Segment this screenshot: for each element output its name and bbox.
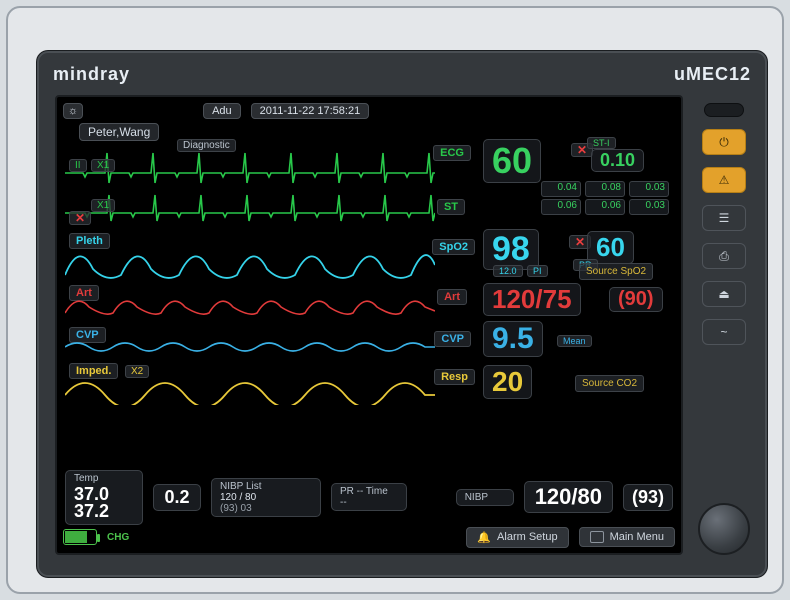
footer-bar: CHG 🔔 Alarm Setup Main Menu [63,525,675,549]
st-tag[interactable]: ST [437,199,465,215]
chg-label: CHG [107,532,129,543]
nibp-list-line: 120 / 80 [220,492,312,503]
photo-frame: mindray uMEC12 ⏻ ⚠ ☰ ⎙ ⏏ ~ ☼ Adu 2011-11… [6,6,784,594]
temp-delta: 0.2 [164,487,189,508]
resp-row[interactable]: Imped. X2 [65,365,435,405]
ecg2-row[interactable]: X1 ✕ [65,187,435,225]
top-bar: ☼ Adu 2011-11-22 17:58:21 [63,101,675,121]
resp-value[interactable]: 20 [483,365,532,399]
power-button[interactable]: ⏻ [702,129,746,155]
nibp-list-extra: (93) 03 [220,503,312,514]
nibp-label: NIBP [465,492,505,503]
temp-panel[interactable]: Temp 37.0 37.2 [65,470,143,525]
lead-off-icon: ✕ [69,211,91,225]
st-ii: 0.04 [541,181,581,197]
brand-text: mindray [53,64,130,85]
art-sys: 120 [492,284,535,314]
alarm-setup-button[interactable]: 🔔 Alarm Setup [466,527,568,548]
battery-icon [63,529,97,545]
st-avr: 0.03 [629,181,669,197]
model-text: uMEC12 [674,64,751,85]
source-co2: Source CO2 [575,375,644,392]
menu-icon [590,531,604,543]
st-main-lead: ST-I [587,137,616,149]
freeze-hw-button[interactable]: ~ [702,319,746,345]
lcd-screen: ☼ Adu 2011-11-22 17:58:21 Peter,Wang Dia… [55,95,683,555]
st-v: 0.03 [629,199,669,215]
pr-time-label: PR -- Time [340,486,398,497]
nibp-list-label: NIBP List [220,481,312,492]
spo2-value[interactable]: 98 [483,229,539,270]
temp-label: Temp [74,473,134,484]
corner-indicator: ☼ [63,103,83,119]
device-bezel: mindray uMEC12 ⏻ ⚠ ☰ ⎙ ⏏ ~ ☼ Adu 2011-11… [36,50,768,578]
mean-label: Mean [557,335,592,347]
st-main-value[interactable]: 0.10 [591,149,644,172]
numerics-area: 60 ✕ 0.10 ST-I 0.040.080.030.060.060.03 … [463,143,673,467]
nibp-hw-button[interactable]: ⏏ [702,281,746,307]
st-iii: 0.08 [585,181,625,197]
nibp-mean-panel: (93) [623,484,673,511]
print-hw-button[interactable]: ⎙ [702,243,746,269]
hr-value[interactable]: 60 [483,139,541,183]
art-value[interactable]: 120/75 [483,283,581,316]
rotary-knob[interactable] [698,503,750,555]
source-spo2: Source SpO2 [579,263,653,280]
bottom-row: Temp 37.0 37.2 0.2 NIBP List 120 / 80 (9… [65,473,673,521]
cvp-row[interactable]: CVP [65,329,435,359]
cvp-value[interactable]: 9.5 [483,321,543,357]
lead-ii-label: II [69,159,87,172]
hardware-panel: ⏻ ⚠ ☰ ⎙ ⏏ ~ [695,103,753,555]
gain-x1a-label: X1 [91,159,115,172]
alarm-silence-button[interactable]: ⚠ [702,167,746,193]
art-dia: 75 [543,284,572,314]
st-avf: 0.06 [585,199,625,215]
art-row[interactable]: Art [65,287,435,323]
brand-bar: mindray uMEC12 [53,59,751,89]
alarm-led [704,103,744,117]
nibp-label-panel[interactable]: NIBP [456,489,514,506]
bell-icon: 🔔 [477,531,491,544]
perf-label: PI [527,265,548,277]
temp-delta-panel[interactable]: 0.2 [153,484,201,511]
ecg1-row[interactable]: II X1 [65,143,435,185]
temp-t2: 37.2 [74,501,134,522]
pr-time-panel[interactable]: PR -- Time -- [331,483,407,511]
main-menu-label: Main Menu [610,531,664,543]
nibp-value-panel[interactable]: 120/80 [524,481,613,513]
patient-name[interactable]: Peter,Wang [79,123,159,141]
patient-mode[interactable]: Adu [203,103,241,119]
pleth-row[interactable]: Pleth [65,235,435,283]
nibp-list-panel[interactable]: NIBP List 120 / 80 (93) 03 [211,478,321,517]
nibp-value: 120/80 [535,484,602,510]
gain-x1b-label: X1 [91,199,115,212]
st-grid: 0.040.080.030.060.060.03 [541,181,669,215]
alarm-setup-label: Alarm Setup [497,531,558,543]
art-mean: (90) [609,287,663,312]
waveform-area: II X1 X1 ✕ Pleth Art CVP [65,143,435,467]
menu-hw-button[interactable]: ☰ [702,205,746,231]
datetime: 2011-11-22 17:58:21 [251,103,370,119]
perf-value: 12.0 [493,265,523,277]
nibp-mean: (93) [632,487,664,508]
main-menu-button[interactable]: Main Menu [579,527,675,547]
st-avl: 0.06 [541,199,581,215]
pr-time-line: -- [340,497,398,508]
